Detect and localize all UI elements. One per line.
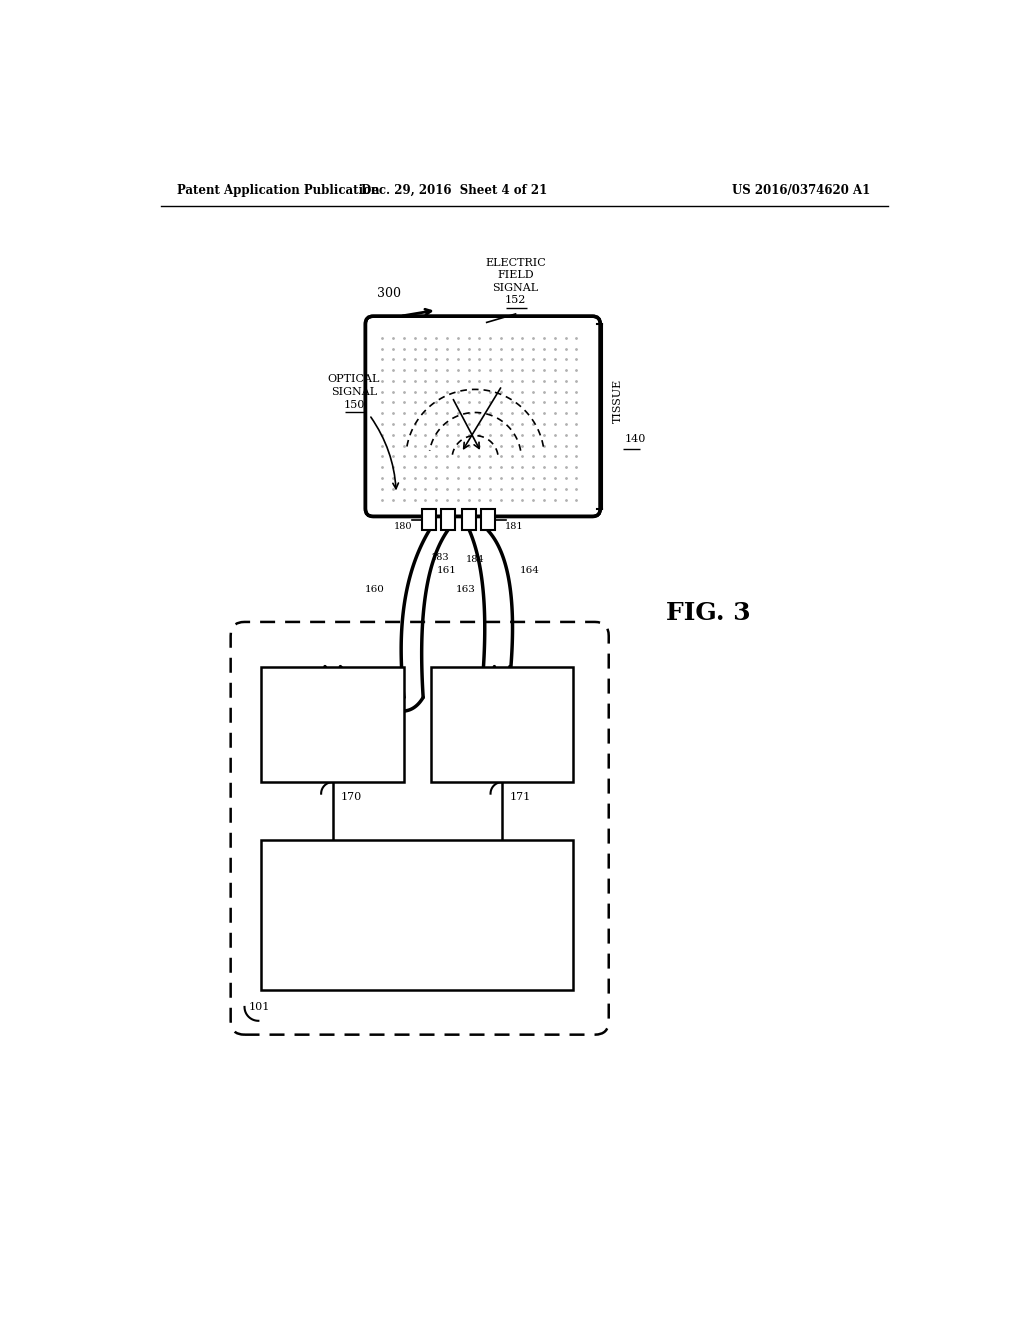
- Text: SIGNAL: SIGNAL: [493, 282, 539, 293]
- Text: 181: 181: [505, 521, 523, 531]
- Text: 300: 300: [377, 286, 400, 300]
- Text: ELECTRIC: ELECTRIC: [485, 259, 546, 268]
- Text: 164: 164: [519, 566, 540, 574]
- FancyBboxPatch shape: [366, 317, 600, 516]
- Text: 140: 140: [625, 434, 646, 445]
- Text: 160: 160: [365, 585, 385, 594]
- Bar: [261, 840, 573, 990]
- Text: FIG. 3: FIG. 3: [666, 601, 751, 624]
- Text: SYSTEM: SYSTEM: [479, 714, 525, 722]
- Bar: [431, 667, 573, 781]
- Bar: [463, 508, 476, 531]
- Text: 121: 121: [322, 733, 343, 743]
- Text: 183: 183: [431, 553, 450, 562]
- Text: PROCESSING: PROCESSING: [373, 890, 462, 902]
- Bar: [481, 508, 495, 531]
- Text: 163: 163: [456, 585, 475, 594]
- Bar: [441, 508, 455, 531]
- Text: 161: 161: [437, 566, 457, 574]
- Text: US 2016/0374620 A1: US 2016/0374620 A1: [731, 185, 869, 197]
- Text: CAPACITANCE: CAPACITANCE: [462, 698, 542, 708]
- Text: OPTICAL: OPTICAL: [306, 702, 358, 713]
- Text: SYSTEM: SYSTEM: [389, 904, 445, 917]
- Text: SIGNAL: SIGNAL: [331, 387, 377, 397]
- Text: 110: 110: [406, 925, 429, 939]
- Text: 184: 184: [466, 556, 484, 564]
- Text: 180: 180: [394, 521, 413, 531]
- Bar: [261, 667, 403, 781]
- Text: 171: 171: [510, 792, 531, 803]
- Bar: [422, 508, 436, 531]
- Text: Dec. 29, 2016  Sheet 4 of 21: Dec. 29, 2016 Sheet 4 of 21: [360, 185, 547, 197]
- Text: 152: 152: [505, 296, 526, 305]
- Text: OPTICAL: OPTICAL: [328, 375, 380, 384]
- Text: TISSUE: TISSUE: [613, 379, 624, 424]
- Text: SYSTEM: SYSTEM: [308, 717, 357, 726]
- Text: 150: 150: [343, 400, 365, 409]
- Text: Patent Application Publication: Patent Application Publication: [177, 185, 379, 197]
- Text: 101: 101: [249, 1002, 269, 1011]
- Text: FIELD: FIELD: [498, 271, 534, 280]
- Text: 130: 130: [493, 733, 512, 741]
- Text: 170: 170: [340, 792, 361, 803]
